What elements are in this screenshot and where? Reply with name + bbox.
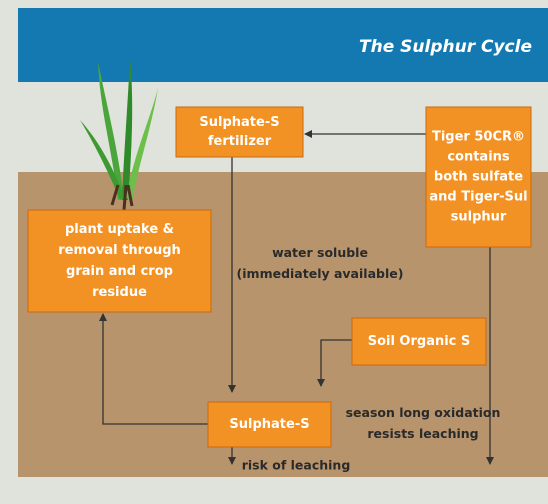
title: The Sulphur Cycle (359, 37, 532, 57)
node-label: Tiger 50CR® (432, 130, 525, 145)
annotation: water soluble (272, 245, 368, 260)
node-label: removal through (58, 243, 181, 258)
node-label: and Tiger-Sul (429, 190, 527, 205)
diagram: The Sulphur Cycle Sulphate-S fertilizer Ti… (0, 0, 548, 504)
node-label: Sulphate-S (229, 417, 309, 432)
node-label: residue (92, 285, 147, 300)
node-label: grain and crop (66, 264, 173, 279)
annotation: risk of leaching (242, 458, 351, 473)
annotation: season long oxidation (346, 405, 501, 420)
node-label: sulphur (451, 210, 507, 225)
node-label: Sulphate-S (199, 115, 279, 130)
node-label: fertilizer (208, 134, 272, 149)
node-label: plant uptake & (65, 222, 174, 237)
annotation: (immediately available) (237, 266, 404, 281)
node-label: Soil Organic S (368, 334, 471, 349)
node-label: contains (447, 150, 510, 165)
node-label: both sulfate (434, 170, 523, 185)
annotation: resists leaching (367, 426, 478, 441)
